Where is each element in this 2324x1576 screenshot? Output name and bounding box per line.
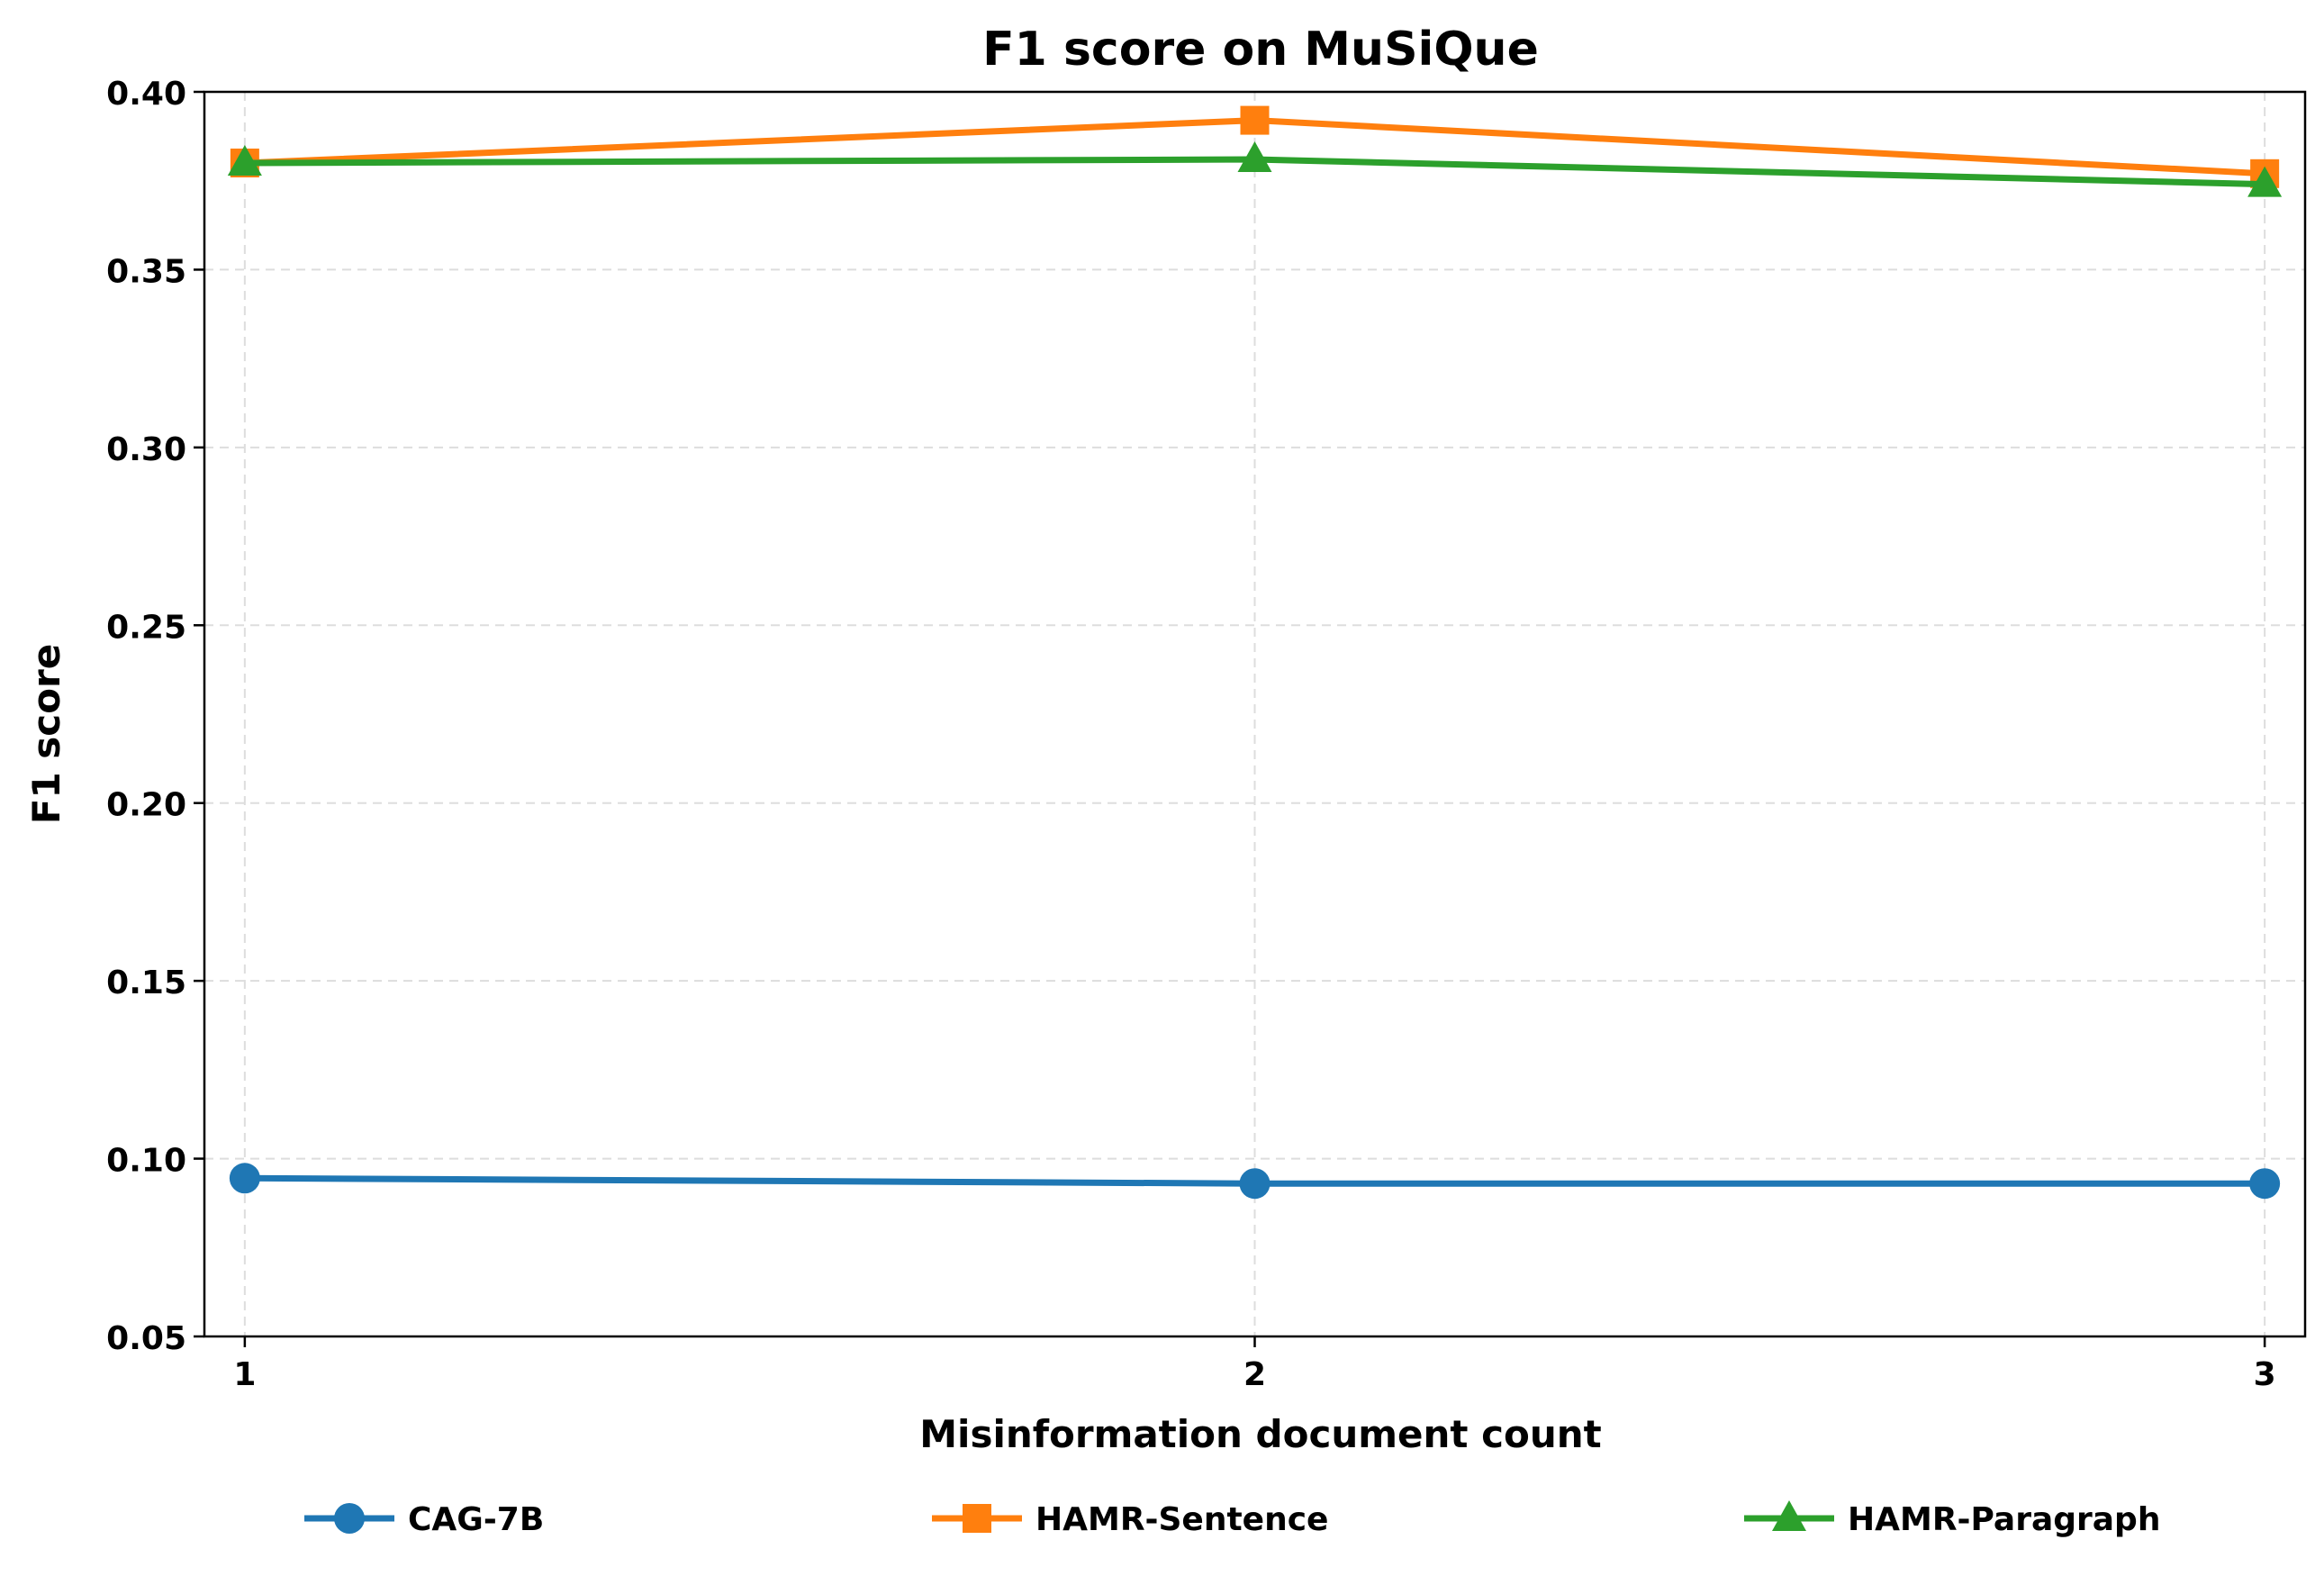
x-tick-label: 1 [233,1356,256,1393]
y-tick-label: 0.10 [106,1143,186,1180]
legend: CAG-7B HAMR-Sentence HAMR-Paragraph [304,1500,2160,1538]
legend-marker [1772,1500,1806,1531]
y-tick-label: 0.40 [106,76,186,113]
y-tick-label: 0.15 [106,965,186,1001]
series-cag-7b [229,1163,2281,1200]
data-point [2247,166,2283,197]
series-layer [227,105,2283,1200]
legend-item: CAG-7B [304,1501,544,1538]
data-point [227,144,262,176]
legend-label: CAG-7B [408,1501,544,1538]
data-point [1239,1168,1271,1200]
grid [204,92,2305,1336]
y-tick-label: 0.25 [106,609,186,646]
x-tick-label: 2 [1243,1356,1266,1393]
legend-item: HAMR-Paragraph [1744,1500,2160,1538]
legend-marker [963,1504,991,1533]
chart-title: F1 score on MuSiQue [982,23,1539,77]
data-point [2249,1168,2281,1200]
data-point [229,1163,260,1194]
legend-label: HAMR-Paragraph [1848,1501,2160,1538]
legend-label: HAMR-Sentence [1035,1501,1328,1538]
y-tick-label: 0.35 [106,253,186,290]
data-point [1240,105,1270,135]
y-axis-label: F1 score [24,644,68,824]
y-tick-label: 0.05 [106,1320,186,1357]
legend-marker [334,1503,365,1534]
x-tick-label: 3 [2254,1356,2276,1393]
x-axis-label: Misinformation document count [919,1412,1601,1456]
y-tick-label: 0.30 [106,431,186,468]
series-hamr-paragraph [227,141,2283,197]
axes: 0.05 0.10 0.15 0.20 0.25 0.30 0.35 0.40 1 2 3 [106,76,2275,1393]
legend-item: HAMR-Sentence [932,1501,1328,1538]
y-tick-label: 0.20 [106,787,186,824]
data-point [1237,141,1272,173]
